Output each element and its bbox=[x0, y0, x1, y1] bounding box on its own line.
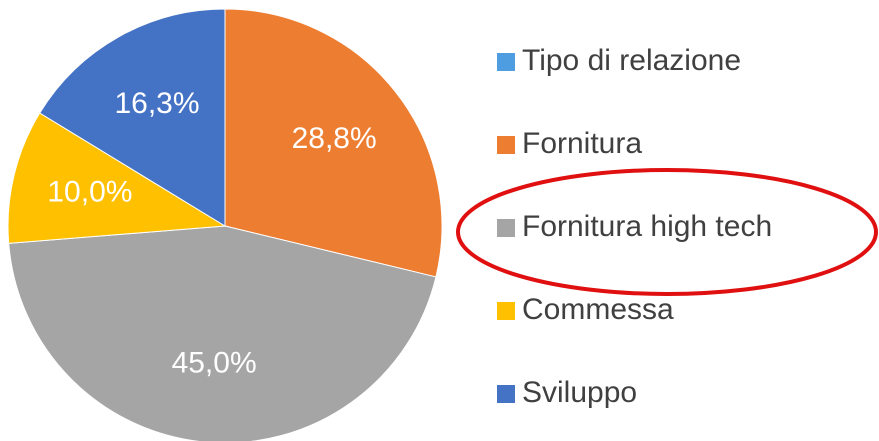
legend-swatch bbox=[497, 136, 515, 154]
pie-slice bbox=[7, 112, 227, 244]
highlight-ellipse bbox=[456, 168, 878, 296]
pie-slice bbox=[224, 8, 443, 278]
legend-swatch bbox=[497, 302, 515, 320]
legend-label: Tipo di relazione bbox=[522, 44, 741, 77]
legend-label: Fornitura high tech bbox=[522, 210, 772, 243]
legend-swatch bbox=[497, 219, 515, 237]
legend-label: Fornitura bbox=[522, 127, 642, 160]
data-label: 45,0% bbox=[172, 346, 257, 379]
legend-label: Commessa bbox=[522, 293, 674, 326]
data-label: 10,0% bbox=[47, 176, 132, 209]
legend-label: Sviluppo bbox=[522, 376, 637, 409]
legend-swatch bbox=[497, 385, 515, 403]
pie-slice bbox=[8, 225, 437, 441]
data-label: 28,8% bbox=[292, 122, 377, 155]
pie-slice bbox=[39, 8, 226, 227]
legend-swatch bbox=[497, 53, 515, 71]
data-label: 16,3% bbox=[114, 87, 199, 120]
